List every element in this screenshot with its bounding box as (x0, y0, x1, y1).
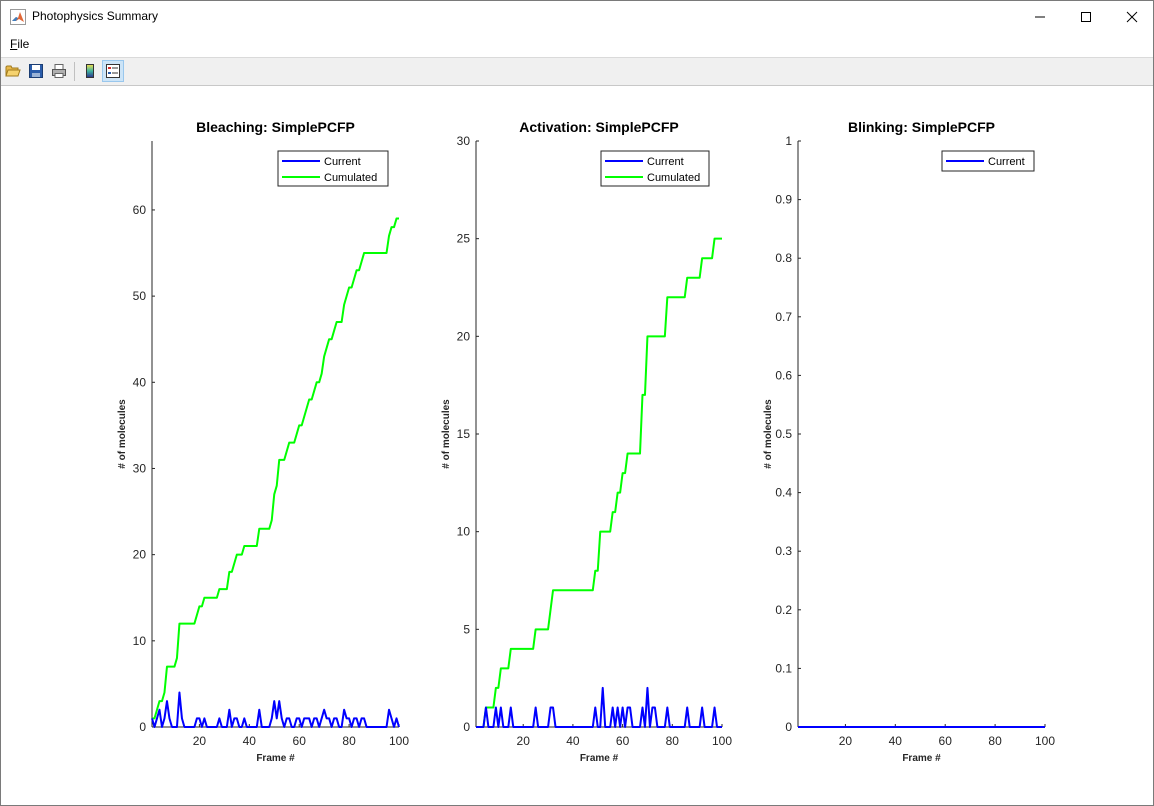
x-tick-label: 60 (616, 734, 630, 748)
x-tick-label: 20 (193, 734, 207, 748)
series-line-cumulated (476, 237, 722, 728)
open-button[interactable] (2, 60, 24, 82)
legend-box (277, 150, 389, 187)
x-tick-label: 80 (988, 734, 1002, 748)
colorbar-button[interactable] (79, 60, 101, 82)
x-tick-label: 40 (243, 734, 257, 748)
chart-title: Bleaching: SimplePCFP (196, 119, 355, 135)
legend-label-cumulated: Cumulated (647, 172, 700, 184)
minimize-icon (1035, 16, 1045, 17)
save-icon (29, 64, 43, 78)
y-tick-label: 0.6 (775, 368, 792, 382)
x-tick-label: 100 (712, 734, 732, 748)
y-tick-label: 0.9 (775, 193, 792, 207)
open-folder-icon (5, 65, 21, 77)
x-axis-label: Frame # (256, 753, 295, 764)
x-tick-label: 40 (566, 734, 580, 748)
maximize-button[interactable] (1063, 1, 1109, 32)
y-tick-label: 1 (785, 134, 792, 148)
x-tick-label: 20 (839, 734, 853, 748)
x-tick-label: 60 (293, 734, 307, 748)
y-tick-label: 0.4 (775, 486, 792, 500)
y-tick-label: 0.3 (775, 544, 792, 558)
y-tick-label: 30 (457, 134, 471, 148)
y-axis-label: # of molecules (763, 399, 774, 469)
legend-label-current: Current (324, 156, 361, 168)
y-tick-label: 60 (133, 203, 147, 217)
y-tick-label: 40 (133, 375, 147, 389)
close-button[interactable] (1109, 1, 1154, 32)
minimize-button[interactable] (1017, 1, 1063, 32)
legend-label-current: Current (988, 156, 1025, 168)
y-tick-label: 10 (457, 525, 471, 539)
legend-button[interactable] (102, 60, 124, 82)
matlab-icon (10, 9, 26, 25)
legend-label-current: Current (647, 156, 684, 168)
x-tick-label: 20 (517, 734, 531, 748)
maximize-icon (1081, 11, 1091, 22)
menu-file-label: ile (17, 37, 30, 51)
legend-box (941, 150, 1035, 172)
menu-file[interactable]: File (10, 37, 29, 51)
figure-canvas: Bleaching: SimplePCFP 0 10 20 30 40 50 60 20 40 60… (2, 86, 1153, 804)
y-tick-label: 15 (457, 427, 471, 441)
x-axis-label: Frame # (580, 753, 619, 764)
y-tick-label: 30 (133, 461, 147, 475)
x-axis-label: Frame # (902, 753, 941, 764)
x-tick-label: 40 (889, 734, 903, 748)
title-bar[interactable]: Photophysics Summary (1, 1, 1153, 32)
y-tick-label: 0 (785, 720, 792, 734)
toolbar (1, 57, 1153, 86)
y-tick-label: 0.7 (775, 310, 792, 324)
y-tick-label: 0.8 (775, 251, 792, 265)
y-tick-label: 0.5 (775, 427, 792, 441)
close-icon (1126, 11, 1138, 22)
save-button[interactable] (25, 60, 47, 82)
y-tick-label: 20 (457, 329, 471, 343)
y-tick-label: 50 (133, 289, 147, 303)
series-line-current (151, 691, 400, 728)
legend-icon (106, 64, 120, 78)
x-tick-label: 80 (666, 734, 680, 748)
x-tick-label: 100 (1035, 734, 1055, 748)
y-tick-label: 25 (457, 232, 471, 246)
y-tick-label: 10 (133, 634, 147, 648)
colorbar-icon (86, 64, 94, 78)
print-button[interactable] (48, 60, 70, 82)
legend-box (600, 150, 710, 187)
y-tick-label: 0 (139, 720, 146, 734)
x-tick-label: 100 (389, 734, 409, 748)
x-tick-label: 60 (939, 734, 953, 748)
x-tick-label: 80 (342, 734, 356, 748)
y-tick-label: 0 (463, 720, 470, 734)
y-tick-label: 0.1 (775, 661, 792, 675)
menu-file-mnemonic: F (10, 37, 18, 51)
series-line-cumulated (152, 217, 399, 720)
chart-title: Activation: SimplePCFP (519, 119, 678, 135)
toolbar-separator (74, 62, 75, 81)
legend-label-cumulated: Cumulated (324, 172, 377, 184)
y-tick-label: 0.2 (775, 603, 792, 617)
chart-title: Blinking: SimplePCFP (848, 119, 995, 135)
y-tick-label: 5 (463, 622, 470, 636)
print-icon (52, 64, 66, 78)
y-axis-label: # of molecules (117, 399, 128, 469)
y-tick-label: 20 (133, 548, 147, 562)
menu-bar: File (1, 33, 1153, 56)
series-line-current (476, 686, 722, 728)
y-axis-label: # of molecules (441, 399, 452, 469)
window-title: Photophysics Summary (32, 9, 159, 23)
